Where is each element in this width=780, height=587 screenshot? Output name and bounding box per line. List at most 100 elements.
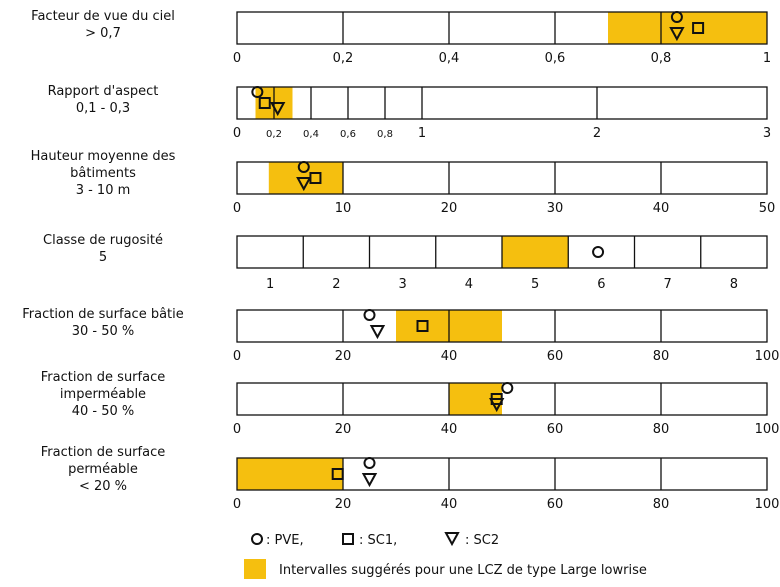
scale-box xyxy=(236,11,768,45)
tick-label: 50 xyxy=(759,201,776,216)
row-label-line: 5 xyxy=(99,250,107,265)
pve-marker xyxy=(670,11,683,23)
indicator-row: Rapport d'aspect 0,1 - 0,3 0 0,2 0,4 0,6 0,8 1 2… xyxy=(48,84,772,141)
tick-label: 2 xyxy=(593,126,601,141)
tick-label: 30 xyxy=(547,201,564,216)
tick-label: 0,2 xyxy=(333,51,354,66)
row-label-line: Classe de rugosité xyxy=(43,233,163,248)
tick-label: 10 xyxy=(335,201,352,216)
sc1-marker xyxy=(416,320,429,332)
scale-box xyxy=(236,161,768,195)
row-label-line: 3 - 10 m xyxy=(76,183,131,198)
indicator-row: Hauteur moyenne des bâtiments 3 - 10 m 0 10 2… xyxy=(31,149,776,216)
tick-label: 100 xyxy=(755,349,780,364)
tick-label: 0 xyxy=(233,126,241,141)
legend-sc1-label: : SC1, xyxy=(359,533,397,548)
interval-bar xyxy=(608,12,767,44)
pve-marker xyxy=(363,309,376,321)
pve-marker xyxy=(251,86,264,98)
sc2-marker xyxy=(669,27,685,42)
tick-label: 40 xyxy=(441,497,458,512)
sc2-marker xyxy=(489,398,505,413)
tick-label: 80 xyxy=(653,497,670,512)
row-label-line: imperméable xyxy=(60,387,146,402)
row-label-line: 40 - 50 % xyxy=(72,404,135,419)
legend-sc1-marker xyxy=(342,533,354,545)
scale-box xyxy=(236,86,768,120)
indicator-row: Fraction de surface bâtie 30 - 50 % 0 20 40 6… xyxy=(22,307,779,364)
row-label-line: Hauteur moyenne des xyxy=(31,149,176,164)
tick-label: 1 xyxy=(266,277,274,292)
tick-label: 60 xyxy=(547,422,564,437)
indicator-rows: Facteur de vue du ciel > 0,7 0 0,2 0,4 0,6 0,8… xyxy=(22,9,779,512)
tick-label: 0 xyxy=(233,349,241,364)
tick-label: 60 xyxy=(547,349,564,364)
sc1-marker xyxy=(331,468,344,480)
sc1-marker xyxy=(258,97,271,109)
tick-label: 40 xyxy=(653,201,670,216)
indicator-row: Facteur de vue du ciel > 0,7 0 0,2 0,4 0,6 0,8… xyxy=(31,9,771,66)
row-label-line: 30 - 50 % xyxy=(72,324,135,339)
legend-sc2-marker xyxy=(444,532,460,547)
sc2-marker xyxy=(361,473,378,488)
legend: : PVE, : SC1, : SC2 Intervalles suggérés… xyxy=(244,532,647,579)
row-label-line: bâtiments xyxy=(70,166,136,181)
tick-label: 20 xyxy=(441,201,458,216)
tick-label: 40 xyxy=(441,422,458,437)
tick-label: 20 xyxy=(335,497,352,512)
tick-label: 3 xyxy=(763,126,771,141)
tick-label: 7 xyxy=(663,277,671,292)
tick-label: 100 xyxy=(755,422,780,437)
row-label-line: 0,1 - 0,3 xyxy=(76,101,130,116)
tick-label: 100 xyxy=(755,497,780,512)
row-label-line: Fraction de surface xyxy=(41,445,165,460)
row-label-line: Fraction de surface bâtie xyxy=(22,307,184,322)
pve-marker xyxy=(501,382,514,394)
tick-label: 0,4 xyxy=(439,51,460,66)
pve-marker xyxy=(297,161,310,173)
interval-bar xyxy=(502,236,569,268)
legend-pve-label: : PVE, xyxy=(266,533,304,548)
row-label-line: Rapport d'aspect xyxy=(48,84,159,99)
legend-interval-swatch xyxy=(244,559,266,579)
tick-label: 6 xyxy=(597,277,605,292)
row-label-line: Facteur de vue du ciel xyxy=(31,9,175,24)
sc1-marker xyxy=(692,22,705,34)
tick-label: 0,6 xyxy=(545,51,566,66)
scale-box xyxy=(236,457,768,491)
pve-marker xyxy=(592,246,605,258)
tick-label: 0 xyxy=(233,422,241,437)
sc2-marker xyxy=(296,177,312,192)
tick-label: 1 xyxy=(418,126,426,141)
tick-label: 20 xyxy=(335,349,352,364)
indicator-row: Fraction de surface perméable < 20 % 0 20 40 6… xyxy=(41,445,780,512)
tick-label: 40 xyxy=(441,349,458,364)
tick-label: 0 xyxy=(233,497,241,512)
tick-label: 80 xyxy=(653,422,670,437)
tick-label: 4 xyxy=(465,277,473,292)
tick-label: 0,8 xyxy=(377,129,393,140)
tick-label: 20 xyxy=(335,422,352,437)
scale-box xyxy=(236,309,768,343)
tick-label: 0,4 xyxy=(303,129,319,140)
tick-label: 2 xyxy=(332,277,340,292)
tick-label: 0,8 xyxy=(651,51,672,66)
tick-label: 0 xyxy=(233,51,241,66)
row-label-line: Fraction de surface xyxy=(41,370,165,385)
indicator-row: Fraction de surface imperméable 40 - 50 % 0… xyxy=(41,370,780,437)
tick-label: 0,6 xyxy=(340,129,356,140)
interval-bar xyxy=(237,458,343,490)
tick-label: 60 xyxy=(547,497,564,512)
tick-label: 0 xyxy=(233,201,241,216)
tick-label: 3 xyxy=(398,277,406,292)
indicator-row: Classe de rugosité 5 1 2 3 4 5 6 7 8 xyxy=(43,233,768,292)
sc2-marker xyxy=(369,325,386,340)
legend-interval-label: Intervalles suggérés pour une LCZ de typ… xyxy=(279,563,647,578)
tick-label: 80 xyxy=(653,349,670,364)
sc2-marker xyxy=(270,102,286,117)
row-label-line: perméable xyxy=(68,462,138,477)
tick-label: 8 xyxy=(730,277,738,292)
pve-marker xyxy=(363,457,376,469)
